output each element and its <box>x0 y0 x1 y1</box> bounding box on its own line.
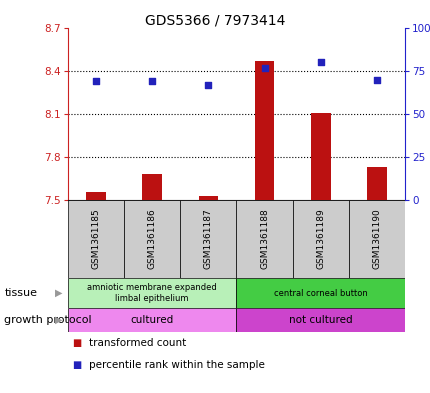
Point <box>373 77 380 83</box>
Bar <box>68 308 236 332</box>
Text: tissue: tissue <box>4 288 37 298</box>
Bar <box>236 278 404 308</box>
Text: GSM1361186: GSM1361186 <box>147 209 157 269</box>
Bar <box>198 196 218 200</box>
Point <box>92 78 99 84</box>
Bar <box>366 167 386 200</box>
Point <box>316 59 323 66</box>
Text: GSM1361190: GSM1361190 <box>372 209 381 269</box>
Bar <box>86 192 106 200</box>
Text: GSM1361187: GSM1361187 <box>203 209 212 269</box>
Text: ■: ■ <box>72 360 81 370</box>
Text: GSM1361185: GSM1361185 <box>91 209 100 269</box>
Text: central corneal button: central corneal button <box>273 288 367 298</box>
Bar <box>124 200 180 278</box>
Bar <box>348 200 404 278</box>
Text: ▶: ▶ <box>55 288 62 298</box>
Bar <box>292 200 348 278</box>
Bar <box>68 200 124 278</box>
Text: GDS5366 / 7973414: GDS5366 / 7973414 <box>145 14 285 28</box>
Bar <box>310 112 330 200</box>
Text: amniotic membrane expanded
limbal epithelium: amniotic membrane expanded limbal epithe… <box>87 283 217 303</box>
Bar <box>142 174 162 200</box>
Text: GSM1361189: GSM1361189 <box>316 209 325 269</box>
Text: growth protocol: growth protocol <box>4 315 92 325</box>
Bar <box>236 308 404 332</box>
Bar <box>180 200 236 278</box>
Text: percentile rank within the sample: percentile rank within the sample <box>89 360 264 370</box>
Text: ■: ■ <box>72 338 81 348</box>
Bar <box>254 61 274 200</box>
Text: transformed count: transformed count <box>89 338 185 348</box>
Bar <box>68 278 236 308</box>
Text: ▶: ▶ <box>55 315 62 325</box>
Point <box>148 78 155 84</box>
Bar <box>236 200 292 278</box>
Point <box>261 64 267 71</box>
Text: not cultured: not cultured <box>288 315 352 325</box>
Text: GSM1361188: GSM1361188 <box>259 209 268 269</box>
Text: cultured: cultured <box>130 315 173 325</box>
Point <box>205 82 212 88</box>
